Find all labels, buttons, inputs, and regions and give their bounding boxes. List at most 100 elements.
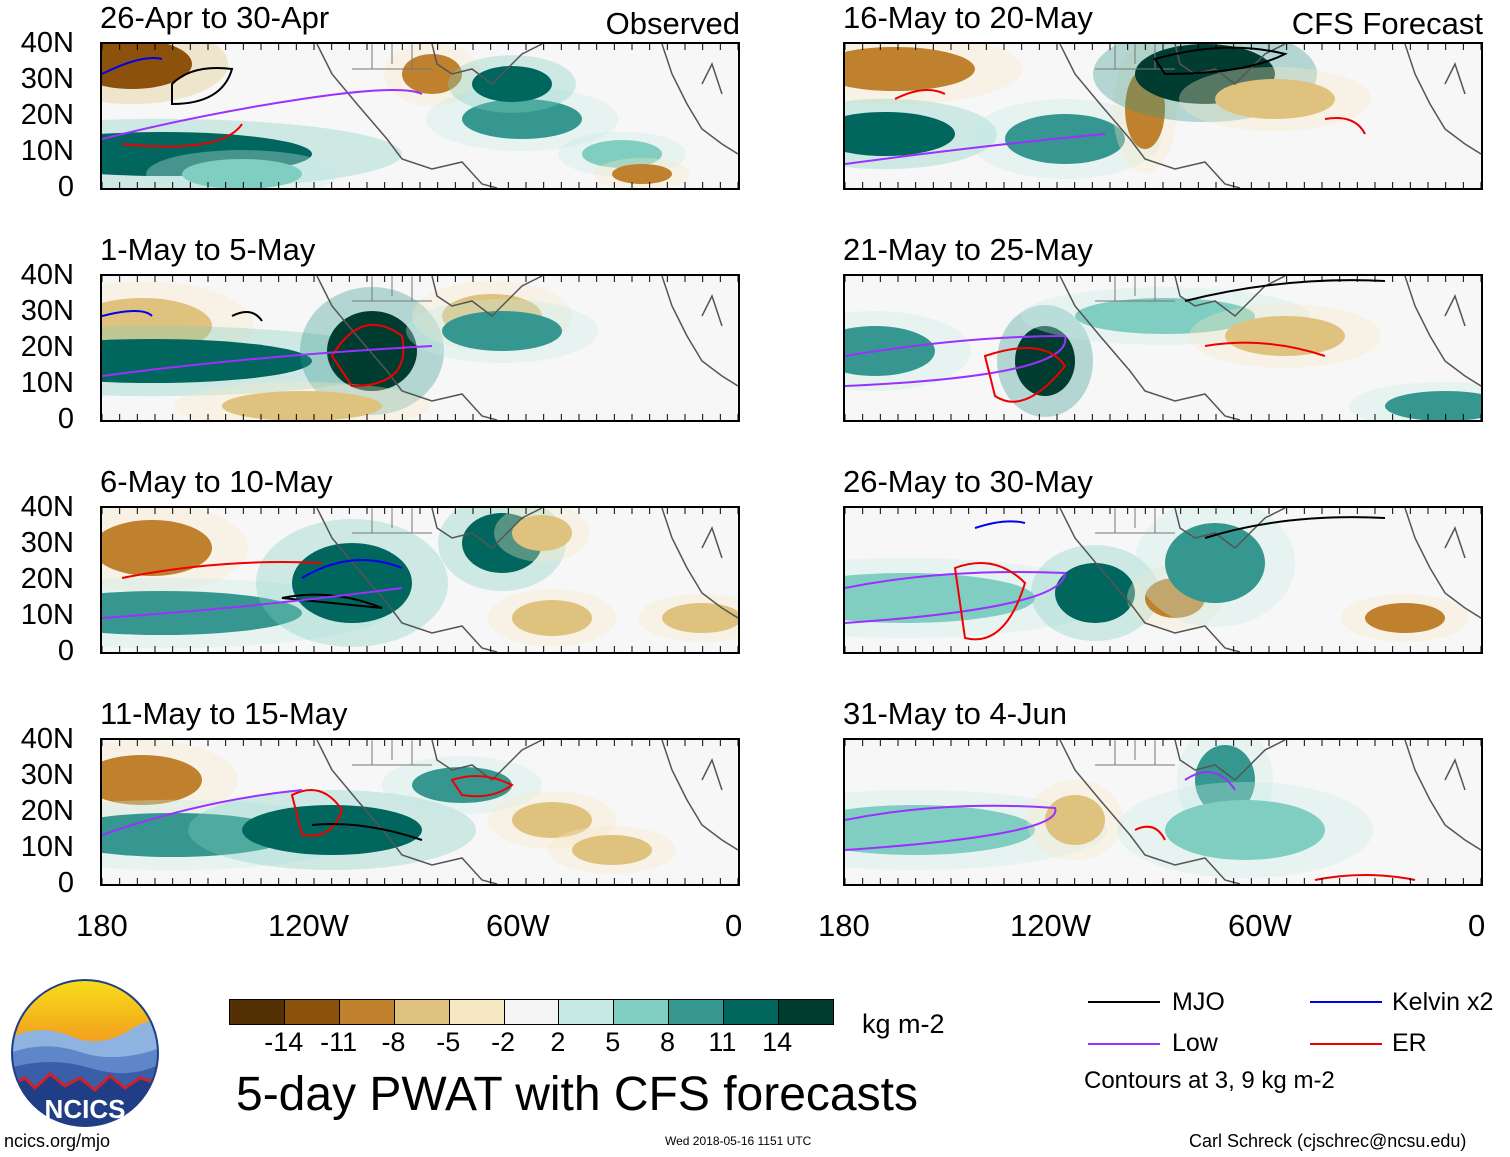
wave-contour	[231, 311, 263, 322]
wave-contour	[1184, 279, 1386, 302]
panel-forecast-3: 26-May to 30-May	[843, 464, 1483, 694]
pwat-anomaly-blob	[102, 339, 312, 383]
pwat-anomaly-blob	[442, 311, 562, 351]
panel-forecast-2: 21-May to 25-May	[843, 232, 1483, 462]
colorbar-cell	[559, 1000, 615, 1024]
panel-title: 26-Apr to 30-Apr	[100, 0, 330, 35]
panel-title: 1-May to 5-May	[100, 232, 316, 267]
wave-contour	[102, 310, 153, 317]
lat-label: 30N	[20, 759, 74, 791]
pwat-anomaly-blob	[612, 164, 672, 184]
panel-title: 26-May to 30-May	[843, 464, 1093, 499]
colorbar-cell	[779, 1000, 833, 1024]
pwat-anomaly-blob	[102, 813, 292, 857]
pwat-anomaly-blob	[512, 515, 572, 551]
contour-note: Contours at 3, 9 kg m-2	[1084, 1067, 1335, 1094]
coastline	[316, 740, 738, 884]
wave-contour	[1314, 874, 1416, 881]
colorbar-cell	[284, 1000, 340, 1024]
legend-swatch-low	[1088, 1043, 1160, 1045]
pwat-map	[843, 506, 1483, 654]
wave-contour	[330, 323, 405, 388]
legend-swatch-mjo	[1088, 1001, 1160, 1003]
pwat-field	[102, 740, 738, 884]
pwat-anomaly-blob	[845, 47, 975, 91]
pwat-anomaly-blob	[512, 600, 592, 636]
state-borders	[1095, 740, 1175, 766]
state-borders	[352, 44, 432, 70]
panel-observed-1: 26-Apr to 30-Apr Observed	[100, 0, 740, 230]
wave-contour	[1184, 771, 1236, 791]
pwat-anomaly-blob	[512, 802, 592, 838]
panel-forecast-4: 31-May to 4-Jun	[843, 696, 1483, 926]
colorbar-cell	[669, 1000, 725, 1024]
colorbar-cell	[504, 1000, 560, 1024]
figure-title: 5-day PWAT with CFS forecasts	[236, 1068, 918, 1121]
coastline	[316, 508, 738, 652]
colorbar-unit: kg m-2	[862, 1009, 945, 1039]
wave-contour	[301, 559, 403, 579]
pwat-map	[100, 738, 740, 886]
wave-contour	[171, 67, 234, 106]
panel-forecast-1: 16-May to 20-May CFS Forecast	[843, 0, 1483, 230]
lon-label-60w: 60W	[1228, 908, 1292, 943]
pwat-anomaly-blob	[412, 767, 512, 803]
pwat-anomaly-blob	[1365, 603, 1445, 633]
ncics-logo: NCICS	[11, 979, 159, 1127]
pwat-field	[845, 276, 1481, 420]
pwat-anomaly-blob	[1055, 563, 1135, 623]
pwat-anomaly-blob	[1385, 391, 1481, 420]
footer-author: Carl Schreck (cjschrec@ncsu.edu)	[1189, 1131, 1467, 1151]
pwat-anomaly-blob	[1215, 79, 1335, 119]
pwat-map	[843, 42, 1483, 190]
pwat-field	[845, 740, 1481, 884]
wave-contour	[450, 775, 514, 798]
lon-label-180: 180	[818, 908, 870, 943]
pwat-anomaly-blob	[462, 99, 582, 139]
panel-tag-observed: Observed	[605, 6, 740, 41]
lat-label: 10N	[20, 831, 74, 863]
lat-label: 0	[57, 171, 74, 203]
coastline	[316, 44, 738, 188]
pwat-anomaly-blob	[845, 805, 1035, 855]
lon-label-180: 180	[76, 908, 128, 943]
lat-label: 0	[57, 635, 74, 667]
pwat-anomaly-blob	[1075, 298, 1255, 334]
coastline	[1059, 740, 1481, 884]
colorbar-tick-label: 14	[762, 1027, 793, 1057]
legend-label-mjo: MJO	[1172, 988, 1225, 1016]
pwat-map	[843, 274, 1483, 422]
colorbar-cell	[230, 1000, 285, 1024]
pwat-anomaly-blob	[845, 112, 955, 156]
lat-label: 10N	[20, 367, 74, 399]
lat-label: 40N	[20, 259, 74, 291]
colorbar-tick-label: 11	[708, 1027, 737, 1057]
wave-contour	[845, 804, 1057, 851]
pwat-map	[100, 506, 740, 654]
logo-text: NCICS	[45, 1094, 126, 1124]
legend-swatch-er	[1310, 1043, 1382, 1045]
lon-label-0: 0	[1468, 908, 1486, 943]
panel-title: 11-May to 15-May	[100, 696, 348, 731]
lon-label-120w: 120W	[268, 908, 349, 943]
colorbar-tick-label: -2	[491, 1027, 516, 1057]
panel-title: 16-May to 20-May	[843, 0, 1093, 35]
panel-observed-2: 1-May to 5-May	[100, 232, 740, 462]
wave-contour	[953, 562, 1027, 641]
colorbar-tick-label: -8	[381, 1027, 406, 1057]
pwat-anomaly-blob	[102, 591, 302, 635]
lat-label: 0	[57, 867, 74, 899]
colorbar-tick-label: -5	[436, 1027, 461, 1057]
coastline	[1059, 44, 1481, 188]
pwat-anomaly-blob	[1015, 326, 1075, 396]
pwat-field	[102, 44, 738, 188]
colorbar-cell	[394, 1000, 450, 1024]
pwat-map	[100, 274, 740, 422]
pwat-anomaly-blob	[1225, 316, 1345, 356]
panel-tag-forecast: CFS Forecast	[1291, 6, 1483, 41]
pwat-anomaly-blob	[222, 391, 382, 420]
pwat-anomaly-blob	[292, 543, 412, 623]
wave-contour	[121, 561, 323, 579]
wave-contour	[121, 123, 243, 148]
panel-observed-4: 11-May to 15-May	[100, 696, 740, 926]
